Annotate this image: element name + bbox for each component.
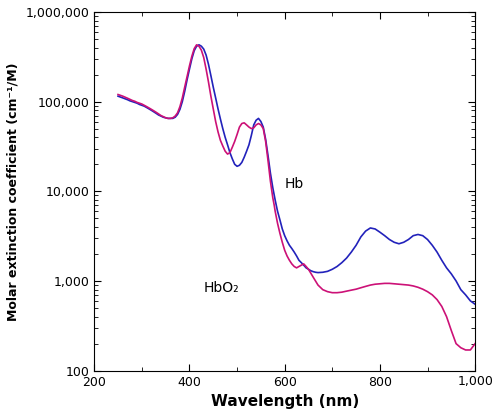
Text: Hb: Hb (284, 176, 304, 191)
Y-axis label: Molar extinction coefficient (cm⁻¹/M): Molar extinction coefficient (cm⁻¹/M) (7, 62, 20, 321)
Text: HbO₂: HbO₂ (204, 281, 240, 295)
X-axis label: Wavelength (nm): Wavelength (nm) (210, 394, 359, 409)
